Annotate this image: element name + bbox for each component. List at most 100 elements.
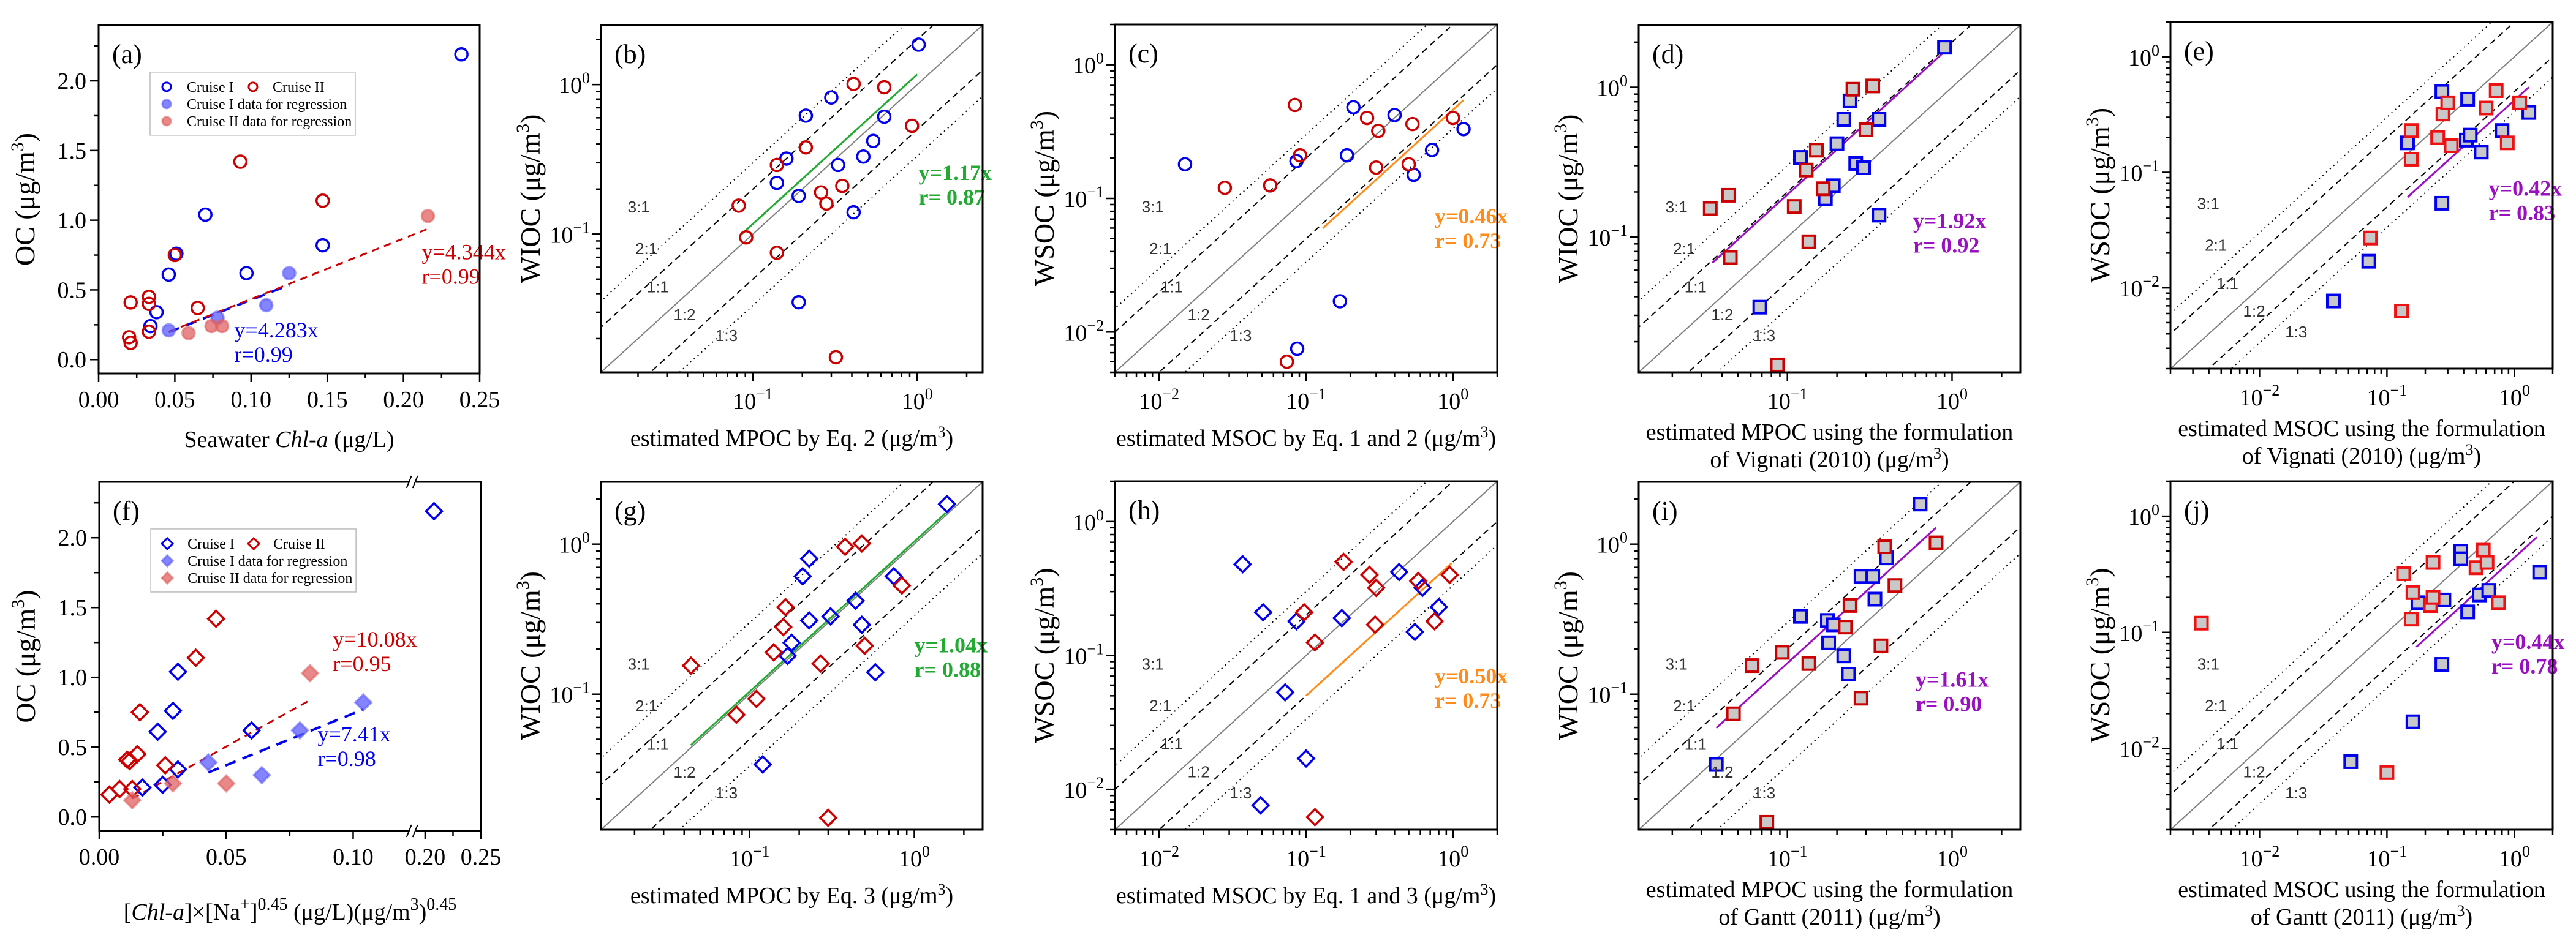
cruise1-regression-point: [282, 266, 297, 280]
cruise2-point: [739, 230, 754, 245]
cruise1-point: [1752, 299, 1767, 315]
legend-label-cruise1-regression: Cruise I data for regression: [187, 554, 347, 569]
cruise1-point: [1424, 143, 1440, 157]
fit-equation: y=0.42x: [2489, 176, 2563, 200]
fit-equation: y=1.04x: [914, 633, 988, 657]
cruise1-point: [2434, 657, 2450, 672]
cruise1-point: [1296, 749, 1316, 768]
cruise2-point: [727, 705, 746, 724]
x-tick-label: 10−1: [2367, 381, 2408, 411]
cruise1-point: [163, 701, 183, 721]
cruise1-point: [1821, 635, 1837, 650]
x-tick-label: 10−2: [2240, 843, 2280, 872]
plot-area: [2170, 22, 2553, 369]
cruise2-point: [2479, 100, 2494, 116]
cruise1-point: [1937, 40, 1952, 55]
ratio-label-1-1: 1:1: [2216, 735, 2238, 753]
cruise1-point: [769, 175, 784, 190]
x-tick-label: 0.10: [231, 387, 272, 413]
ratio-label-1-1: 1:1: [2216, 274, 2238, 293]
cruise1-point: [1913, 497, 1928, 512]
cruise1-point: [799, 549, 819, 568]
ratio-1-1-line: [1639, 482, 2020, 830]
cruise1-point: [198, 207, 213, 222]
ratio-2-1-line: [601, 25, 934, 328]
ratio-1-3-line: [2230, 536, 2553, 830]
cruise2-point: [100, 785, 119, 805]
ratio-1-3-line: [1716, 96, 2020, 372]
x-axis-title: estimated MSOC by Eq. 1 and 3 (μg/m3): [1116, 880, 1496, 909]
cruise1-point: [149, 305, 164, 320]
cruise2-point: [1366, 578, 1386, 598]
regression-line-cruise1: [208, 708, 364, 774]
y-tick-label: 10−2: [2119, 733, 2159, 762]
cruise2-point: [769, 246, 784, 260]
cruise1-point: [1709, 757, 1724, 772]
y-tick-label: 100: [1596, 529, 1628, 558]
fit-correlation: r= 0.78: [2491, 654, 2558, 678]
legend-marker-cruise1: [161, 81, 172, 92]
cruise2-point: [127, 745, 147, 764]
cruise2-point: [905, 118, 920, 133]
cruise2-point: [846, 77, 861, 91]
cruise1-point: [791, 295, 806, 310]
x-tick-label: 100: [899, 843, 930, 872]
ratio-label-3-1: 3:1: [1142, 655, 1164, 673]
cruise1-point: [315, 238, 330, 253]
cruise2-point: [1842, 598, 1857, 613]
cruise1-point: [1829, 136, 1845, 151]
cruise1-point: [866, 663, 885, 682]
cruise2-point: [1723, 250, 1738, 265]
fit-correlation: r= 0.73: [1435, 688, 1501, 713]
panel-label: (b): [614, 39, 646, 69]
regression-line-cruise2: [168, 228, 428, 333]
ratio-label-3-1: 3:1: [628, 655, 650, 674]
cruise2-point: [774, 617, 793, 637]
ratio-1-1-line: [601, 482, 983, 830]
cruise2-point: [892, 576, 912, 595]
plot-area: [601, 25, 983, 372]
x-axis-title: estimated MSOC using the formulation: [2178, 416, 2545, 441]
fit-correlation: r= 0.87: [919, 185, 986, 209]
cruise1-point: [799, 610, 819, 630]
cruise1-point: [2463, 127, 2478, 143]
cruise2-point: [855, 636, 875, 656]
cruise1-point: [1346, 100, 1361, 115]
cruise1-point: [791, 189, 806, 203]
ratio-label-3-1: 3:1: [1666, 198, 1688, 216]
cruise2-point: [818, 808, 838, 828]
fit-correlation: r=0.95: [333, 651, 391, 676]
cruise2-point: [1369, 160, 1384, 175]
cruise2-point: [2479, 555, 2495, 570]
cruise2-point: [123, 295, 138, 310]
y-tick-label: 100: [2128, 501, 2159, 530]
x-tick-label: 100: [1936, 385, 1968, 415]
x-tick-label: 10−1: [733, 385, 773, 415]
cruise2-point: [156, 756, 175, 775]
fit-equation: y=7.41x: [317, 722, 390, 746]
ratio-label-1-3: 1:3: [2285, 784, 2307, 802]
cruise1-point: [1865, 569, 1881, 584]
x-tick-label: 0.05: [206, 844, 247, 870]
legend-marker-cruise2: [246, 536, 261, 551]
panel-label: (c): [1128, 39, 1158, 69]
cruise1-point: [2460, 604, 2476, 620]
fit-correlation: r=0.99: [421, 264, 480, 288]
cruise1-regression-point: [252, 765, 271, 785]
ratio-label-3-1: 3:1: [1666, 655, 1688, 674]
ratio-label-1-1: 1:1: [1161, 735, 1183, 753]
cruise2-point: [1928, 535, 1944, 550]
cruise2-point: [1305, 633, 1325, 652]
axis-break-gap: [409, 824, 416, 838]
plot-area: [2170, 481, 2553, 830]
fit-equation: y=1.17x: [919, 160, 992, 185]
y-tick-label: 0.5: [58, 735, 88, 760]
plot-area: [1115, 24, 1497, 372]
cruise1-point: [824, 90, 839, 105]
regression-line-fit_green: [690, 512, 946, 746]
cruise1-point: [1792, 609, 1808, 624]
ratio-label-1-3: 1:3: [1229, 784, 1252, 802]
cruise2-point: [1845, 81, 1860, 97]
